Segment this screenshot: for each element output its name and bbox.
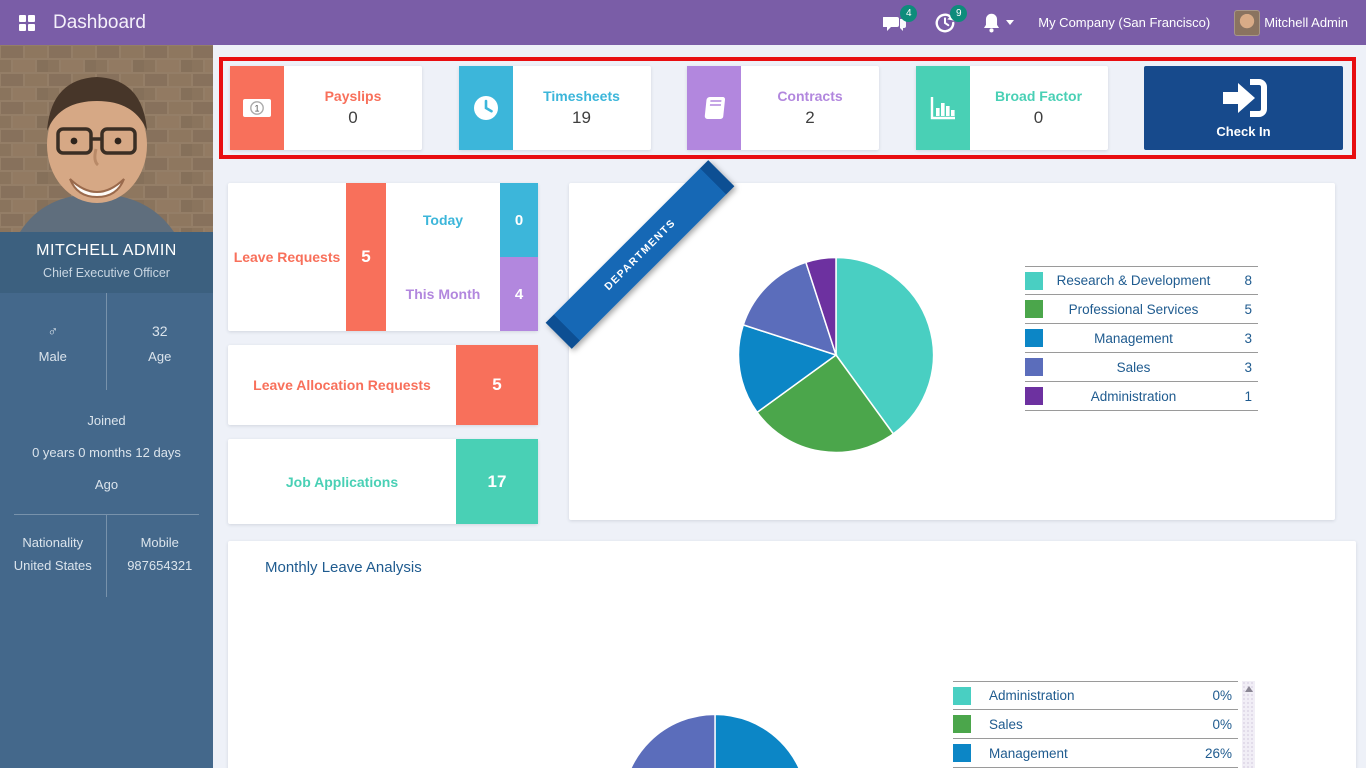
- departments-legend: Research & Development 8 Professional Se…: [1025, 266, 1258, 411]
- legend-row[interactable]: Professional Services 5: [1025, 295, 1258, 324]
- legend-row[interactable]: Management 26%: [953, 739, 1238, 768]
- kpi-label: Payslips: [324, 88, 382, 104]
- legend-scrollbar[interactable]: [1242, 681, 1255, 768]
- kpi-card-broad-factor[interactable]: Broad Factor 0: [915, 66, 1108, 150]
- mobile-cell: Mobile 987654321: [107, 515, 214, 597]
- departments-ribbon: DEPARTMENTS: [545, 160, 735, 349]
- annotation-rectangle: 1 Payslips 0 Timesheets 19: [219, 57, 1356, 159]
- messages-badge: 4: [900, 4, 918, 22]
- leave-allocation-value: 5: [456, 345, 538, 425]
- kpi-value: 2: [805, 108, 815, 127]
- contact-row: Nationality United States Mobile 9876543…: [0, 515, 213, 597]
- this-month-label: This Month: [405, 286, 481, 302]
- legend-swatch: [1025, 358, 1043, 376]
- age-cell: 32 Age: [107, 293, 214, 390]
- top-bar: Dashboard 4 9 My Company (San Franci: [0, 0, 1366, 45]
- monthly-leave-pie-chart[interactable]: [620, 712, 810, 768]
- leave-allocation-label: Leave Allocation Requests: [253, 377, 431, 393]
- kpi-card-timesheets[interactable]: Timesheets 19: [458, 66, 651, 150]
- user-name: Mitchell Admin: [1264, 15, 1348, 30]
- employee-photo: [0, 45, 213, 232]
- legend-swatch: [1025, 387, 1043, 405]
- today-value: 0: [500, 183, 538, 257]
- departments-pie-chart[interactable]: [736, 255, 936, 455]
- age-value: 32: [151, 323, 168, 339]
- legend-swatch: [953, 744, 971, 762]
- legend-row[interactable]: Sales 3: [1025, 353, 1258, 382]
- kpi-value: 19: [572, 108, 591, 127]
- legend-swatch: [1025, 300, 1043, 318]
- leave-requests-label: Leave Requests: [233, 248, 341, 265]
- money-icon: 1: [230, 66, 284, 150]
- bell-icon: [984, 13, 1000, 33]
- svg-text:1: 1: [254, 103, 259, 113]
- kpi-value: 0: [348, 108, 358, 127]
- age-label: Age: [148, 349, 172, 364]
- legend-row[interactable]: Administration 1: [1025, 382, 1258, 411]
- chevron-down-icon: [1006, 20, 1015, 25]
- kpi-value: 0: [1033, 108, 1044, 127]
- sign-in-icon: [1222, 78, 1267, 117]
- gender-label: Male: [38, 349, 67, 364]
- kpi-label: Timesheets: [543, 88, 620, 104]
- gender-cell: ♂ Male: [0, 293, 107, 390]
- male-icon: ♂: [47, 323, 59, 339]
- notifications-menu[interactable]: [982, 12, 1015, 33]
- employee-sidebar: MITCHELL ADMIN Chief Executive Officer ♂…: [0, 45, 213, 768]
- monthly-leave-title: Monthly Leave Analysis: [265, 559, 422, 576]
- bar-chart-icon: [915, 66, 970, 150]
- gender-age-row: ♂ Male 32 Age: [0, 293, 213, 390]
- legend-row[interactable]: Research & Development 8: [1025, 266, 1258, 295]
- employee-name: MITCHELL ADMIN: [36, 242, 177, 259]
- legend-swatch: [953, 686, 971, 705]
- nationality-cell: Nationality United States: [0, 515, 107, 597]
- joined-label: Joined: [87, 413, 126, 428]
- job-applications-label: Job Applications: [285, 473, 399, 490]
- this-month-value: 4: [500, 257, 538, 331]
- user-avatar: [1234, 9, 1261, 36]
- check-in-label: Check In: [1216, 123, 1271, 139]
- page-title: Dashboard: [53, 11, 146, 33]
- leave-requests-value: 5: [346, 183, 386, 331]
- job-applications-value: 17: [456, 439, 538, 524]
- kpi-label: Broad Factor: [994, 88, 1083, 104]
- joined-block: Joined 0 years 0 months 12 days Ago: [14, 390, 199, 515]
- dashboard-content: 1 Payslips 0 Timesheets 19: [213, 45, 1366, 768]
- employee-name-band: MITCHELL ADMIN Chief Executive Officer: [0, 232, 213, 293]
- scroll-up-icon: [1244, 686, 1253, 692]
- apps-menu-icon[interactable]: [14, 10, 40, 36]
- legend-row[interactable]: Sales 0%: [953, 710, 1238, 739]
- book-icon: [687, 66, 741, 150]
- legend-row[interactable]: Management 3: [1025, 324, 1258, 353]
- clock-icon: [458, 66, 513, 150]
- nationality-value: United States: [13, 558, 92, 573]
- kpi-card-contracts[interactable]: Contracts 2: [687, 66, 879, 150]
- monthly-leave-analysis-card: Monthly Leave Analysis Administration 0%…: [228, 541, 1356, 768]
- messages-icon[interactable]: 4: [882, 4, 918, 36]
- activities-icon[interactable]: 9: [932, 4, 968, 36]
- company-switcher[interactable]: My Company (San Francisco): [1038, 15, 1211, 30]
- leave-requests-card[interactable]: Leave Requests 5 Today This Month 0 4: [228, 183, 538, 331]
- departments-card: DEPARTMENTS Research & Development 8 Pro…: [545, 160, 1335, 520]
- legend-swatch: [1025, 329, 1043, 347]
- nationality-label: Nationality: [22, 535, 84, 550]
- kpi-card-payslips[interactable]: 1 Payslips 0: [230, 66, 422, 150]
- employee-job-title: Chief Executive Officer: [43, 266, 170, 280]
- job-applications-card[interactable]: Job Applications 17: [228, 439, 538, 524]
- kpi-label: Contracts: [777, 88, 843, 104]
- joined-suffix: Ago: [94, 477, 119, 492]
- joined-value: 0 years 0 months 12 days: [32, 445, 181, 460]
- today-label: Today: [422, 212, 464, 228]
- legend-swatch: [953, 715, 971, 733]
- monthly-leave-legend: Administration 0% Sales 0% Management 26…: [953, 681, 1238, 768]
- check-in-button[interactable]: Check In: [1144, 66, 1343, 150]
- user-menu[interactable]: Mitchell Admin: [1234, 9, 1348, 36]
- mobile-value: 987654321: [127, 558, 193, 573]
- mobile-label: Mobile: [140, 535, 179, 550]
- leave-allocation-card[interactable]: Leave Allocation Requests 5: [228, 345, 538, 425]
- activities-badge: 9: [950, 4, 968, 22]
- legend-row[interactable]: Administration 0%: [953, 681, 1238, 710]
- legend-swatch: [1025, 271, 1043, 290]
